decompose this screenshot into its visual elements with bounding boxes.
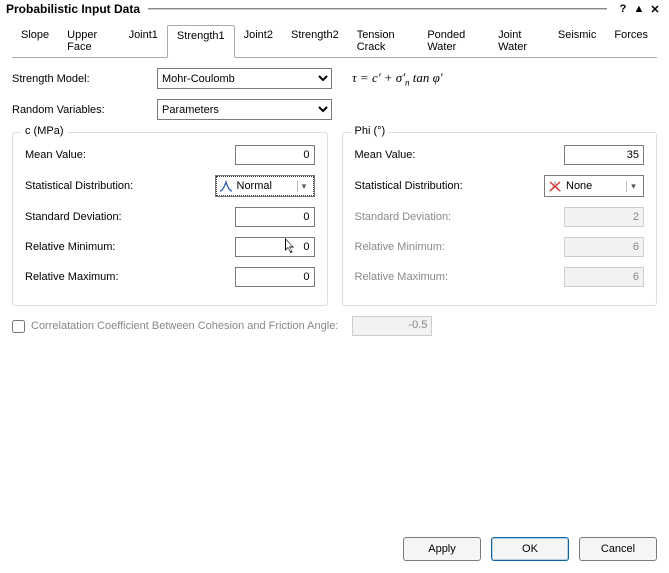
chevron-down-icon: ▾: [297, 181, 311, 192]
chevron-down-icon: ▾: [626, 181, 640, 192]
c-relmax-row: Relative Maximum:: [25, 267, 315, 287]
correlation-value: -0.5: [352, 316, 432, 336]
tab-seismic[interactable]: Seismic: [549, 25, 606, 58]
tab-tension-crack[interactable]: Tension Crack: [348, 25, 419, 58]
group-phi: Phi (°) Mean Value: Statistical Distribu…: [342, 132, 658, 306]
strength-model-label: Strength Model:: [12, 73, 157, 85]
tab-strength1[interactable]: Strength1: [167, 25, 235, 58]
correlation-label: Correlatation Coefficient Between Cohesi…: [31, 320, 338, 332]
title-bar: Probabilistic Input Data ? ▲ ✕: [0, 0, 669, 20]
c-dist-value: Normal: [237, 180, 297, 192]
tab-joint-water[interactable]: Joint Water: [489, 25, 549, 58]
phi-mean-row: Mean Value:: [355, 145, 645, 165]
c-relmax-input[interactable]: [235, 267, 315, 287]
normal-dist-icon: [219, 180, 233, 192]
tab-forces[interactable]: Forces: [605, 25, 657, 58]
c-mean-label: Mean Value:: [25, 149, 235, 161]
c-relmin-input[interactable]: [235, 237, 315, 257]
dialog-title: Probabilistic Input Data: [6, 2, 140, 16]
strength-model-select[interactable]: Mohr-Coulomb: [157, 68, 332, 89]
c-dist-label: Statistical Distribution:: [25, 180, 215, 192]
strength-formula: τ = c' + σ'n tan φ': [352, 70, 443, 88]
ok-button[interactable]: OK: [491, 537, 569, 561]
tab-strength2[interactable]: Strength2: [282, 25, 348, 58]
strength-model-row: Strength Model: Mohr-Coulomb τ = c' + σ'…: [12, 68, 657, 89]
random-variables-label: Random Variables:: [12, 104, 157, 116]
apply-button[interactable]: Apply: [403, 537, 481, 561]
random-variables-row: Random Variables: Parameters: [12, 99, 657, 120]
group-phi-title: Phi (°): [351, 125, 390, 137]
c-mean-input[interactable]: [235, 145, 315, 165]
phi-stddev-input: [564, 207, 644, 227]
phi-relmax-row: Relative Maximum:: [355, 267, 645, 287]
phi-mean-label: Mean Value:: [355, 149, 565, 161]
correlation-row: Correlatation Coefficient Between Cohesi…: [12, 316, 657, 336]
tab-ponded-water[interactable]: Ponded Water: [418, 25, 489, 58]
close-button[interactable]: ✕: [647, 3, 663, 16]
phi-relmin-row: Relative Minimum:: [355, 237, 645, 257]
c-stddev-label: Standard Deviation:: [25, 211, 235, 223]
phi-dist-combo[interactable]: None ▾: [544, 175, 644, 197]
phi-relmax-input: [564, 267, 644, 287]
none-dist-icon: [548, 180, 562, 192]
c-mean-row: Mean Value:: [25, 145, 315, 165]
c-relmax-label: Relative Maximum:: [25, 271, 235, 283]
dialog-window: Probabilistic Input Data ? ▲ ✕ SlopeUppe…: [0, 0, 669, 573]
phi-dist-value: None: [566, 180, 626, 192]
random-variables-select[interactable]: Parameters: [157, 99, 332, 120]
phi-relmin-label: Relative Minimum:: [355, 241, 565, 253]
dialog-footer: Apply OK Cancel: [0, 529, 669, 573]
c-dist-combo[interactable]: Normal ▾: [215, 175, 315, 197]
phi-relmin-input: [564, 237, 644, 257]
c-stddev-row: Standard Deviation:: [25, 207, 315, 227]
collapse-button[interactable]: ▲: [631, 3, 647, 15]
tab-strip: SlopeUpper FaceJoint1Strength1Joint2Stre…: [12, 24, 657, 58]
title-divider: [148, 8, 607, 10]
tab-upper-face[interactable]: Upper Face: [58, 25, 119, 58]
tab-joint1[interactable]: Joint1: [120, 25, 167, 58]
tab-slope[interactable]: Slope: [12, 25, 58, 58]
phi-stddev-row: Standard Deviation:: [355, 207, 645, 227]
content-area: SlopeUpper FaceJoint1Strength1Joint2Stre…: [0, 20, 669, 529]
c-dist-row: Statistical Distribution: Normal ▾: [25, 175, 315, 197]
phi-dist-row: Statistical Distribution: None ▾: [355, 175, 645, 197]
phi-relmax-label: Relative Maximum:: [355, 271, 565, 283]
help-button[interactable]: ?: [615, 3, 631, 15]
tab-joint2[interactable]: Joint2: [235, 25, 282, 58]
phi-dist-label: Statistical Distribution:: [355, 180, 545, 192]
c-stddev-input[interactable]: [235, 207, 315, 227]
phi-mean-input[interactable]: [564, 145, 644, 165]
phi-stddev-label: Standard Deviation:: [355, 211, 565, 223]
group-c-title: c (MPa): [21, 125, 68, 137]
c-relmin-label: Relative Minimum:: [25, 241, 235, 253]
correlation-checkbox[interactable]: [12, 320, 25, 333]
cancel-button[interactable]: Cancel: [579, 537, 657, 561]
parameter-groups: c (MPa) Mean Value: Statistical Distribu…: [12, 132, 657, 306]
c-relmin-row: Relative Minimum:: [25, 237, 315, 257]
group-c: c (MPa) Mean Value: Statistical Distribu…: [12, 132, 328, 306]
